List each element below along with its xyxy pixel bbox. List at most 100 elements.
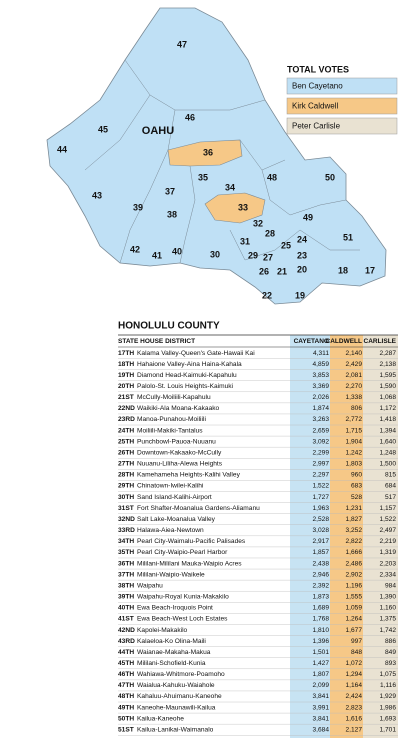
district-name: McCully-Moiliili-Kapahulu (137, 394, 211, 401)
vote-count: 1,666 (345, 549, 362, 556)
district-name: Halawa-Aiea-Newtown (137, 527, 204, 534)
district-name: Diamond Head-Kaimuki-Kapahulu (137, 372, 237, 379)
district-label: 24 (297, 234, 307, 244)
vote-count: 1,727 (312, 494, 329, 501)
cayetano-column (290, 335, 330, 738)
vote-count: 848 (351, 649, 362, 656)
column-header: CAYETANO (294, 338, 329, 345)
vote-count: 1,394 (379, 427, 396, 434)
district-name: Kahaluu-Ahuimanu-Kaneohe (137, 693, 222, 700)
district-label: 43 (92, 190, 102, 200)
district-number: 49TH (118, 704, 134, 711)
vote-count: 1,160 (379, 605, 396, 612)
district-number: 24TH (118, 427, 134, 434)
vote-count: 806 (351, 405, 362, 412)
vote-count: 2,203 (379, 560, 396, 567)
district-number: 47TH (118, 682, 134, 689)
vote-count: 1,555 (345, 594, 362, 601)
district-name: Sand Island-Kalihi-Airport (137, 494, 212, 501)
caldwell-column (330, 335, 363, 738)
vote-count: 1,072 (345, 660, 362, 667)
vote-count: 1,390 (379, 594, 396, 601)
vote-count: 1,396 (312, 638, 329, 645)
vote-count: 1,595 (379, 372, 396, 379)
vote-count: 1,701 (379, 726, 396, 733)
district-label: 31 (240, 236, 250, 246)
vote-count: 1,116 (380, 682, 396, 689)
district-name: Mililani-Mililani Mauka-Waipio Acres (137, 560, 242, 567)
district-number: 50TH (118, 715, 134, 722)
district-number: 32ND (118, 516, 135, 523)
district-33-area (204, 192, 266, 224)
vote-count: 849 (385, 649, 396, 656)
district-label: 17 (365, 265, 375, 275)
district-number: 51ST (118, 726, 134, 733)
vote-count: 1,677 (345, 627, 362, 634)
district-name: Downtown-Kakaako-McCully (137, 449, 222, 456)
district-name: Waipahu-Royal Kunia-Makakilo (137, 594, 229, 601)
vote-count: 2,270 (345, 383, 362, 390)
vote-count: 1,059 (345, 605, 362, 612)
district-number: 36TH (118, 560, 134, 567)
vote-count: 2,917 (312, 538, 329, 545)
district-label: 18 (338, 265, 348, 275)
district-name: Chinatown-Iwilei-Kalihi (137, 483, 204, 490)
district-label: 35 (198, 172, 208, 182)
district-number: 40TH (118, 605, 134, 612)
district-number: 45TH (118, 660, 134, 667)
vote-count: 1,873 (312, 594, 329, 601)
district-label: 44 (57, 144, 67, 154)
vote-count: 1,075 (379, 671, 396, 678)
vote-count: 1,904 (345, 438, 362, 445)
vote-count: 1,693 (379, 715, 396, 722)
vote-count: 2,099 (312, 682, 329, 689)
district-36-area (167, 139, 243, 167)
vote-count: 2,127 (345, 726, 362, 733)
carlisle-column (363, 335, 398, 738)
district-label: 49 (303, 212, 313, 222)
legend-label: Peter Carlisle (292, 122, 341, 131)
column-header: CALDWELL (326, 338, 362, 345)
vote-count: 997 (351, 638, 362, 645)
district-label: 48 (267, 172, 277, 182)
vote-count: 2,081 (345, 372, 362, 379)
district-number: 17TH (118, 350, 134, 357)
vote-count: 2,287 (379, 350, 396, 357)
vote-count: 3,263 (312, 416, 329, 423)
vote-count: 1,810 (312, 627, 329, 634)
vote-count: 3,841 (312, 715, 329, 722)
district-number: 34TH (118, 538, 134, 545)
district-name: Fort Shafter-Moanalua Gardens-Aliamanu (137, 505, 260, 512)
district-label: 51 (343, 232, 353, 242)
vote-count: 1,172 (379, 405, 396, 412)
district-label: 21 (277, 266, 287, 276)
vote-count: 2,140 (345, 350, 362, 357)
vote-count: 4,311 (313, 350, 329, 357)
vote-count: 1,742 (379, 627, 396, 634)
district-name: Mililani-Waipio-Waikele (137, 571, 205, 578)
district-name: Kalama Valley-Queen's Gate-Hawaii Kai (137, 350, 255, 357)
district-label: 20 (297, 264, 307, 274)
vote-count: 3,028 (312, 527, 329, 534)
district-label: 39 (133, 202, 143, 212)
vote-count: 1,264 (345, 616, 362, 623)
vote-count: 3,369 (312, 383, 329, 390)
vote-count: 2,486 (345, 560, 362, 567)
district-name: Moiliili-Makiki-Tantalus (137, 427, 203, 434)
district-number: 46TH (118, 671, 134, 678)
vote-count: 528 (351, 494, 362, 501)
vote-count: 2,946 (312, 571, 329, 578)
district-number: 48TH (118, 693, 134, 700)
district-name: Kailua-Lanikai-Waimanalo (137, 726, 214, 733)
vote-count: 1,294 (345, 671, 362, 678)
vote-count: 1,590 (379, 383, 396, 390)
vote-count: 2,334 (379, 571, 396, 578)
district-number: 35TH (118, 549, 134, 556)
district-name: Nuuanu-Liliha-Alewa Heights (137, 461, 223, 468)
vote-count: 2,497 (379, 527, 396, 534)
district-label: 28 (265, 228, 275, 238)
table-title: HONOLULU COUNTY (118, 321, 220, 332)
vote-count: 886 (385, 638, 396, 645)
